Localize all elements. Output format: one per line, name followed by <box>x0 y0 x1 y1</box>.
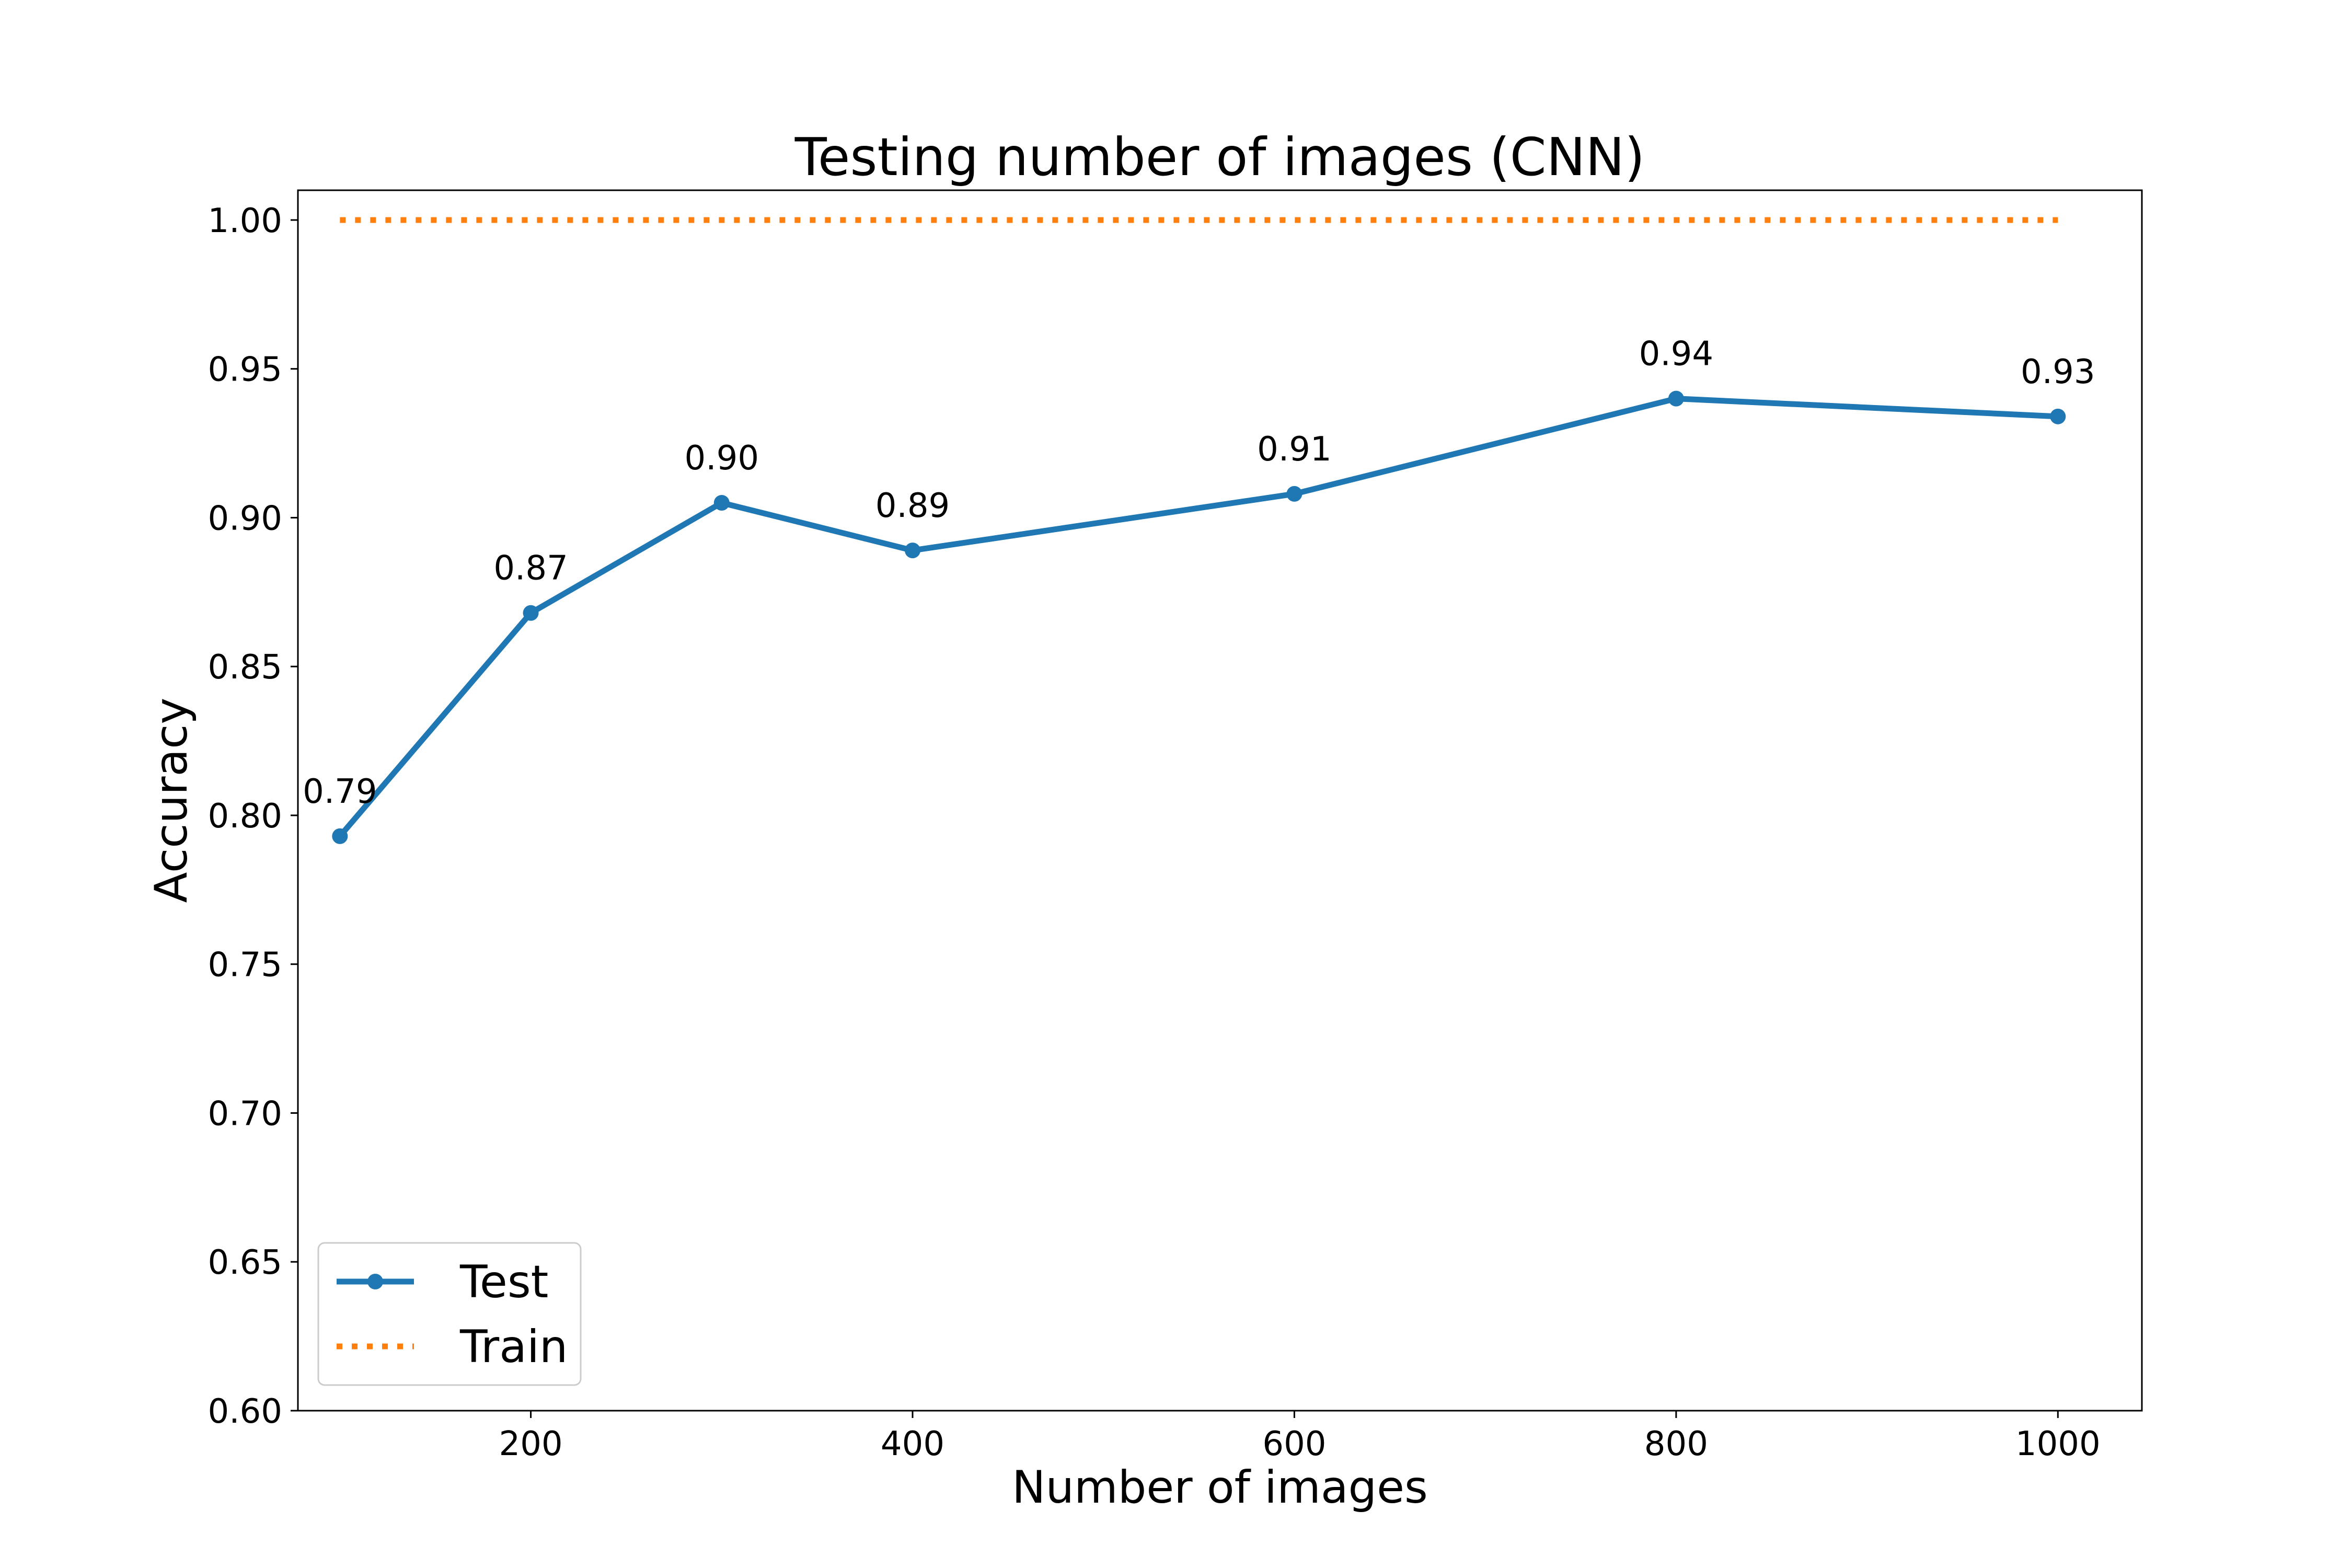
data-label: 0.79 <box>303 773 377 811</box>
x-tick-label: 1000 <box>2015 1425 2101 1463</box>
data-point <box>2050 408 2066 424</box>
data-point <box>523 605 539 621</box>
legend-label-test: Test <box>459 1256 548 1308</box>
y-tick-label: 0.60 <box>208 1392 283 1431</box>
y-tick-label: 0.75 <box>208 946 283 985</box>
data-label: 0.87 <box>493 549 568 588</box>
y-tick-label: 0.95 <box>208 351 283 389</box>
chart-title: Testing number of images (CNN) <box>794 126 1645 188</box>
legend-label-train: Train <box>459 1321 568 1373</box>
y-tick-label: 0.65 <box>208 1243 283 1282</box>
data-point <box>1286 486 1302 502</box>
data-point <box>905 543 920 559</box>
data-point <box>1668 390 1684 407</box>
x-tick-label: 400 <box>881 1425 944 1463</box>
x-tick-label: 200 <box>499 1425 562 1463</box>
data-point <box>332 828 348 844</box>
y-tick-label: 0.85 <box>208 648 283 687</box>
data-label: 0.89 <box>875 487 950 525</box>
data-label: 0.93 <box>2021 353 2095 391</box>
legend: Test Train <box>317 1242 582 1386</box>
y-tick-label: 0.90 <box>208 499 283 538</box>
x-tick-label: 600 <box>1262 1425 1326 1463</box>
legend-box <box>317 1242 582 1386</box>
data-label: 0.94 <box>1639 335 1714 374</box>
data-label: 0.90 <box>685 439 759 478</box>
series: 0.79 0.87 0.90 0.89 0.91 0.94 0.93 <box>303 217 2095 844</box>
y-tick-label: 0.80 <box>208 797 283 836</box>
legend-marker <box>367 1274 383 1289</box>
data-label: 0.91 <box>1257 430 1332 469</box>
y-tick-label: 1.00 <box>208 202 283 240</box>
y-tick-label: 0.70 <box>208 1094 283 1133</box>
y-axis-label: Accuracy <box>145 698 198 903</box>
x-tick-label: 800 <box>1644 1425 1708 1463</box>
axes: 200 400 600 800 1000 0.60 0.65 0.70 0.75 0.80 0.85… <box>208 202 2101 1463</box>
data-point <box>713 494 730 511</box>
x-axis-label: Number of images <box>1012 1461 1428 1514</box>
plot-frame <box>297 189 2143 1412</box>
